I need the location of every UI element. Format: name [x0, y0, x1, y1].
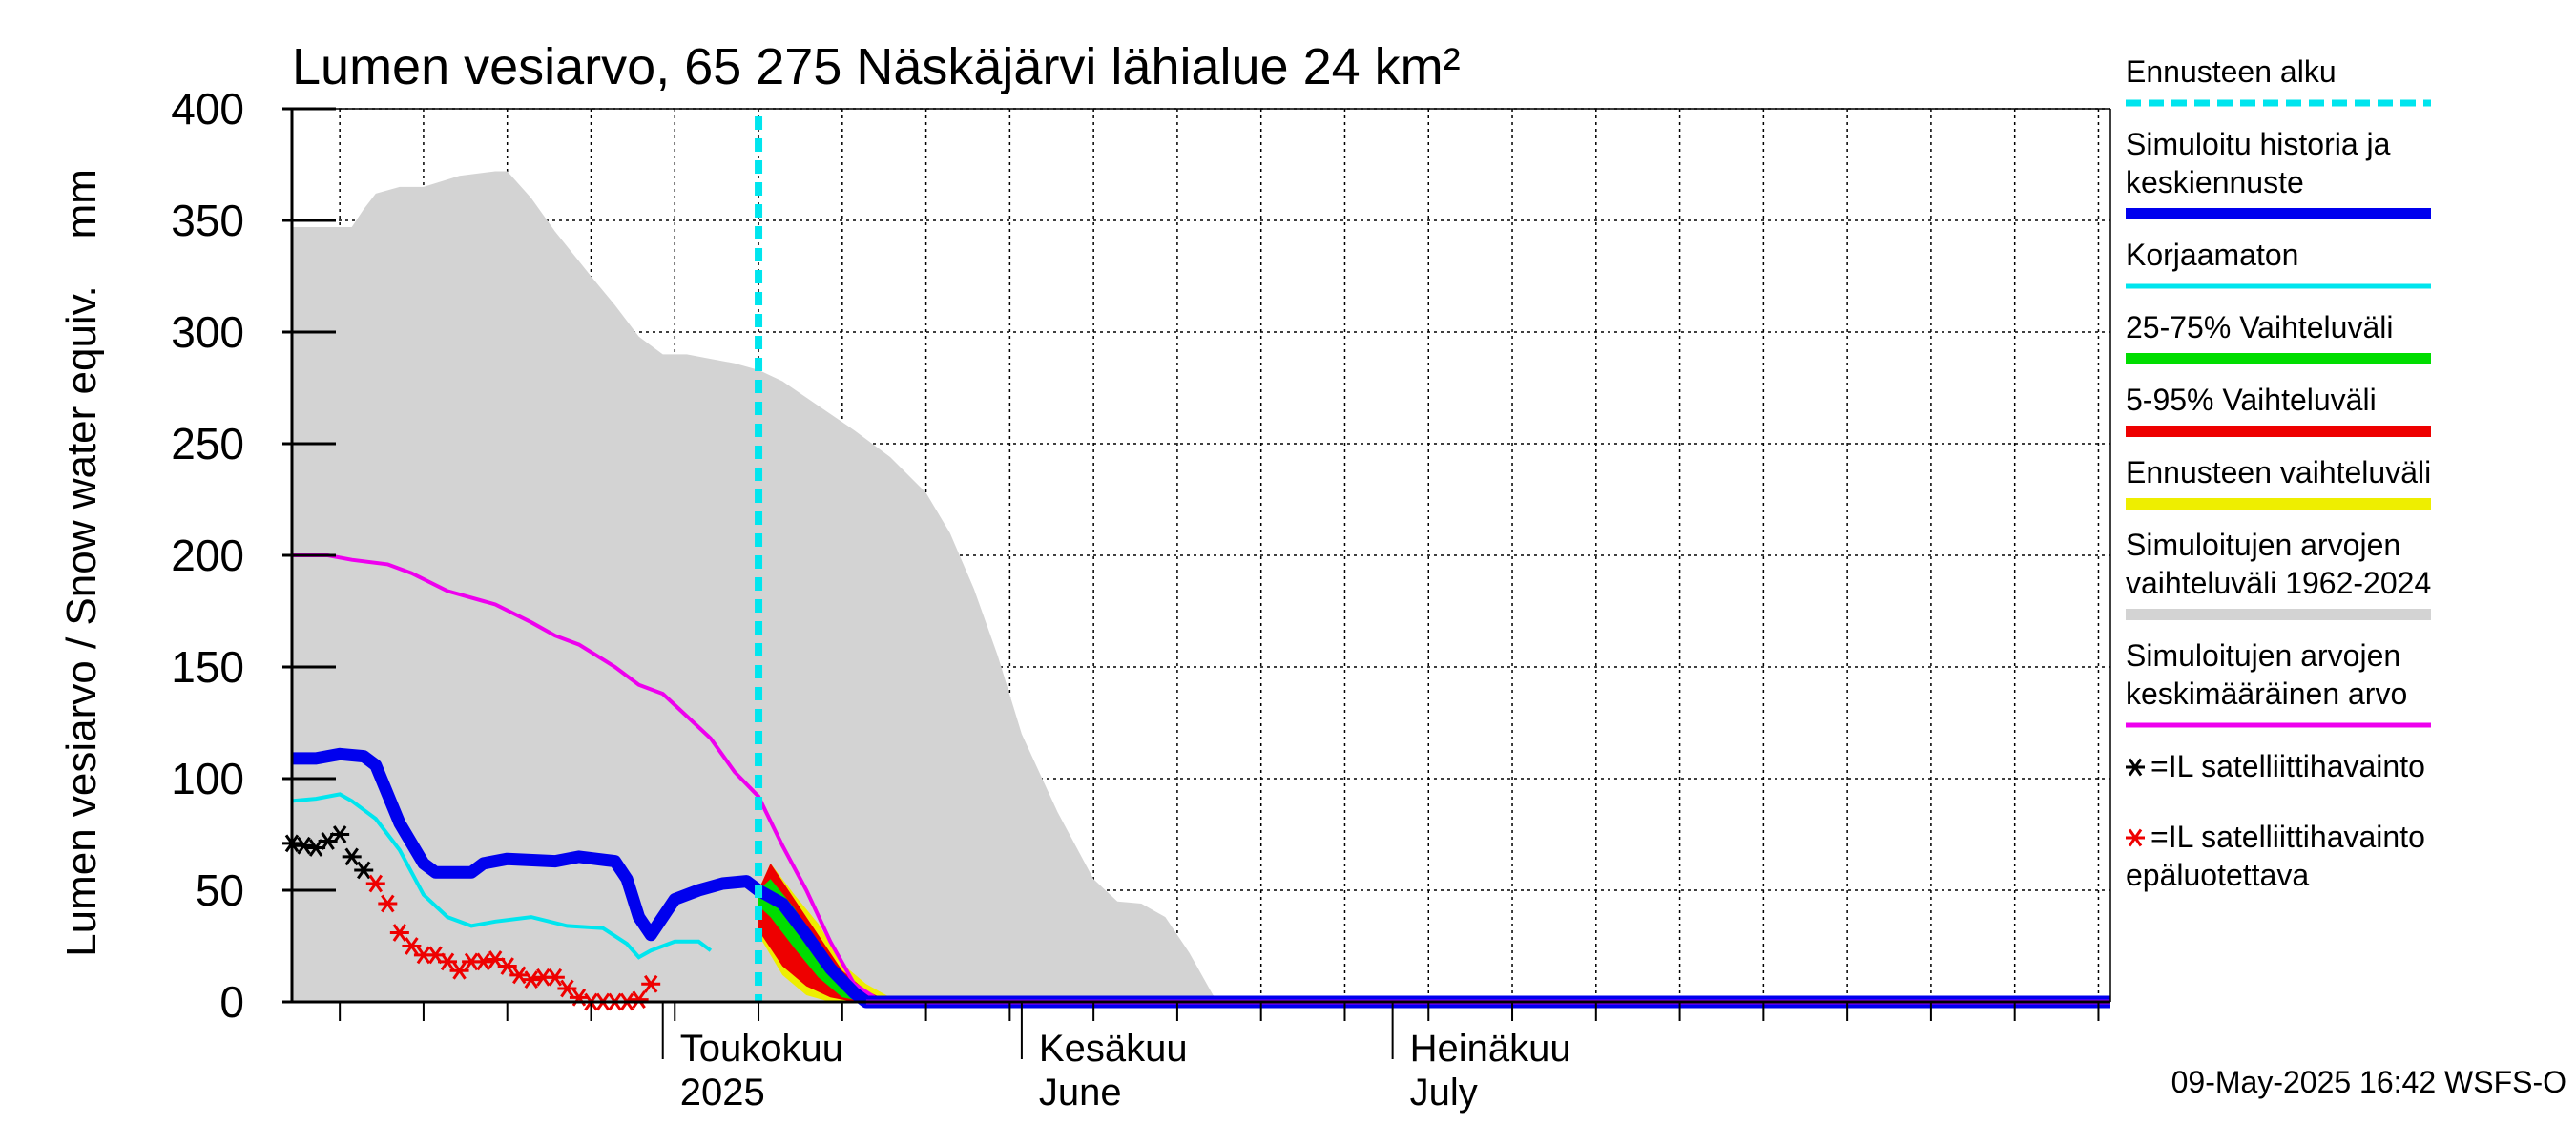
satellite-obs-marker	[342, 847, 362, 866]
legend-label: Korjaamaton	[2126, 238, 2298, 272]
satellite-obs-unreliable-marker	[378, 894, 398, 913]
timestamp: 09-May-2025 16:42 WSFS-O	[2171, 1065, 2566, 1099]
month-sublabel: July	[1410, 1072, 1478, 1114]
legend-star-icon	[2126, 828, 2145, 847]
legend-label: Simuloitu historia ja	[2126, 127, 2391, 161]
y-tick-label: 100	[171, 754, 244, 803]
satellite-obs-unreliable-marker	[641, 974, 661, 993]
y-tick-label: 400	[171, 84, 244, 134]
y-tick-label: 300	[171, 307, 244, 357]
legend-label: 25-75% Vaihteluväli	[2126, 310, 2393, 344]
historical-mean-line	[292, 553, 2110, 1004]
range-5-95-band	[758, 863, 890, 1002]
satellite-obs-marker	[354, 861, 374, 880]
satellite-obs-unreliable-marker	[521, 970, 541, 989]
legend-label: vaihteluväli 1962-2024	[2126, 566, 2431, 600]
satellite-obs-unreliable-marker	[545, 968, 565, 987]
satellite-obs-unreliable-marker	[629, 990, 649, 1010]
y-tick-label: 250	[171, 419, 244, 468]
satellite-obs-marker	[330, 825, 350, 843]
satellite-obs-marker	[294, 836, 314, 855]
legend-star-icon	[2126, 758, 2145, 777]
y-tick-label: 50	[196, 865, 244, 915]
legend-label: Ennusteen alku	[2126, 54, 2337, 89]
legend-label: =IL satelliittihavainto	[2150, 820, 2425, 854]
y-axis-label: Lumen vesiarvo / Snow water equiv. mm	[58, 169, 105, 957]
satellite-markers	[282, 825, 661, 1011]
uncorrected-line	[291, 792, 713, 960]
simulated-line	[292, 747, 2110, 1009]
month-label: Heinäkuu	[1410, 1028, 1571, 1070]
satellite-obs-unreliable-marker	[402, 937, 422, 955]
satellite-obs-unreliable-marker	[389, 924, 409, 942]
legend-label: keskimääräinen arvo	[2126, 677, 2407, 711]
legend-label: 5-95% Vaihteluväli	[2126, 383, 2377, 417]
satellite-obs-unreliable-marker	[497, 957, 517, 975]
y-tick-label: 150	[171, 642, 244, 692]
y-tick-label: 0	[219, 977, 244, 1027]
month-sublabel: June	[1039, 1072, 1122, 1114]
legend-label: Simuloitujen arvojen	[2126, 528, 2400, 562]
y-tick-label: 200	[171, 531, 244, 580]
month-sublabel: 2025	[680, 1072, 765, 1114]
legend-label: epäluotettava	[2126, 858, 2309, 892]
month-label: Kesäkuu	[1039, 1028, 1188, 1070]
legend: Ennusteen alku Simuloitu historia ja keski…	[2126, 54, 2431, 892]
satellite-obs-unreliable-marker	[438, 952, 458, 971]
satellite-obs-unreliable-marker	[557, 979, 577, 998]
month-label: Toukokuu	[680, 1028, 843, 1070]
legend-label: =IL satelliittihavainto	[2150, 749, 2425, 783]
satellite-obs-unreliable-marker	[473, 952, 493, 971]
chart-title: Lumen vesiarvo, 65 275 Näskäjärvi lähial…	[292, 38, 1461, 95]
satellite-obs-unreliable-marker	[365, 874, 385, 893]
satellite-obs-unreliable-marker	[449, 961, 469, 980]
legend-label: Ennusteen vaihteluväli	[2126, 455, 2431, 489]
y-tick-label: 350	[171, 196, 244, 245]
legend-label: Simuloitujen arvojen	[2126, 638, 2400, 673]
legend-label: keskiennuste	[2126, 165, 2304, 199]
